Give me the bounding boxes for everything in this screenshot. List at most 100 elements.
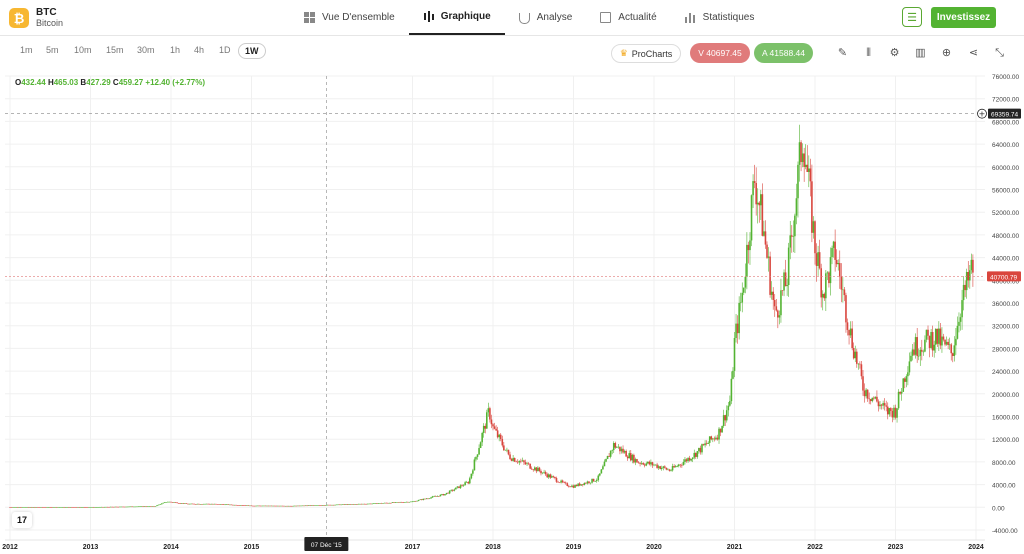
candle-body	[945, 341, 948, 345]
candle-body	[317, 505, 319, 506]
candle-body	[487, 408, 490, 413]
timeframe-5m[interactable]: 5m	[46, 45, 59, 55]
candle-body	[41, 507, 44, 508]
candle-body	[116, 506, 118, 508]
timeframe-1d[interactable]: 1D	[219, 45, 231, 55]
candle-body	[599, 473, 601, 476]
candle-body	[160, 503, 163, 505]
candle-body	[815, 253, 818, 266]
add-to-watchlist-button[interactable]: ☰	[902, 7, 922, 27]
candle-body	[659, 466, 661, 470]
candle-body	[879, 404, 881, 407]
candle-body	[863, 390, 866, 397]
candle-body	[83, 507, 86, 508]
candle-body	[499, 434, 502, 439]
tab-statistics[interactable]: Statistiques	[671, 0, 769, 35]
timeframe-4h[interactable]: 4h	[194, 45, 205, 55]
candle-body	[688, 457, 691, 461]
candle-body	[520, 460, 522, 462]
candle-body	[569, 486, 572, 488]
candle-body	[362, 503, 364, 505]
candle-body	[595, 480, 598, 482]
candle-body	[820, 268, 822, 298]
candle-body	[352, 504, 355, 505]
candle-body	[958, 321, 960, 326]
invest-button[interactable]: Investissez	[931, 7, 996, 28]
candle-body	[919, 349, 922, 356]
candle-body	[710, 436, 713, 440]
tab-chart[interactable]: Graphique	[408, 0, 505, 35]
bar-chart-icon	[684, 12, 696, 23]
candle-body	[49, 507, 52, 508]
candle-body	[213, 503, 216, 505]
candle-body	[707, 442, 709, 444]
candle-body	[225, 504, 228, 506]
candle-body	[874, 396, 877, 399]
candle-body	[486, 412, 488, 429]
candle-body	[843, 289, 846, 296]
candle-body	[518, 460, 521, 463]
plus-glyph: +	[979, 110, 986, 119]
timeframe-1w[interactable]: 1W	[238, 43, 266, 59]
candle-body	[533, 467, 536, 470]
candle-body	[760, 194, 762, 206]
timeframe-30m[interactable]: 30m	[137, 45, 155, 55]
chart-type-icon[interactable]: ⫴	[866, 47, 871, 59]
candle-body	[199, 504, 202, 505]
candle-body	[397, 502, 400, 503]
candle-body	[753, 181, 756, 183]
settings-gear-icon[interactable]: ⚙	[889, 47, 900, 59]
candle-body	[290, 505, 293, 507]
procharts-button[interactable]: ♛ ProCharts	[611, 44, 681, 63]
crosshair-price-label: 69359.74	[991, 112, 1018, 119]
ohlc-h-label: H	[47, 78, 54, 87]
tab-analysis[interactable]: Analyse	[505, 0, 587, 35]
tab-news[interactable]: Actualité	[586, 0, 670, 35]
candle-body	[882, 403, 884, 406]
candle-body	[351, 504, 353, 505]
candle-body	[137, 506, 140, 508]
candle-body	[938, 328, 940, 344]
candle-body	[617, 446, 620, 448]
candle-body	[626, 456, 629, 459]
candle-body	[727, 405, 730, 411]
ohlc-b-label: B	[80, 78, 87, 87]
candle-body	[787, 247, 790, 286]
timeframe-1m[interactable]: 1m	[20, 45, 33, 55]
collapse-icon[interactable]: ⤡	[995, 47, 1004, 59]
candle-body	[795, 198, 798, 216]
candle-body	[345, 504, 347, 505]
candle-body	[682, 461, 685, 466]
candle-body	[32, 507, 35, 508]
candle-body	[540, 470, 542, 474]
tab-overview[interactable]: Vue D'ensemble	[290, 0, 409, 35]
candle-body	[965, 271, 968, 291]
draw-pencil-icon[interactable]: ✎	[837, 47, 848, 59]
candle-body	[314, 505, 316, 506]
candle-body	[880, 404, 883, 406]
x-tick-label: 2014	[163, 544, 179, 551]
candle-body	[803, 153, 805, 167]
share-icon[interactable]: ⋖	[968, 47, 979, 59]
candle-body	[456, 486, 459, 488]
candle-body	[832, 241, 835, 248]
candle-body	[154, 506, 157, 507]
buy-button[interactable]: A 41588.44	[754, 43, 813, 63]
timeframe-10m[interactable]: 10m	[74, 45, 92, 55]
price-chart[interactable]: 76000.00 72000.00 68000.00 64000.00 60000.00…	[0, 70, 1024, 554]
y-tick-label: 12000.00	[992, 437, 1019, 444]
candle-body	[908, 361, 911, 373]
candle-body	[970, 259, 973, 271]
candle-body	[196, 503, 199, 505]
candle-body	[108, 506, 110, 508]
add-circle-icon[interactable]: ⊕	[941, 47, 952, 59]
candle-body	[354, 504, 357, 505]
candle-body	[46, 507, 48, 508]
indicators-icon[interactable]: ▥	[915, 47, 926, 59]
candle-body	[445, 492, 448, 495]
timeframe-1h[interactable]: 1h	[170, 45, 181, 55]
candle-body	[109, 506, 112, 508]
candle-body	[484, 425, 487, 429]
sell-button[interactable]: V 40697.45	[690, 43, 750, 63]
timeframe-15m[interactable]: 15m	[106, 45, 124, 55]
